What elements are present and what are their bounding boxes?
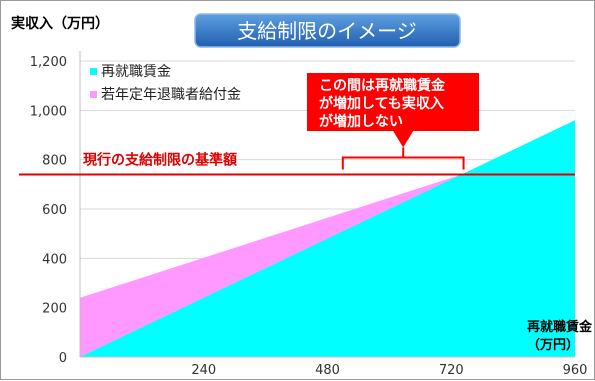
y-tick-label: 1,200 bbox=[30, 55, 67, 70]
range-brace bbox=[341, 147, 465, 170]
legend-swatch bbox=[90, 91, 97, 98]
title-box bbox=[194, 13, 461, 48]
x-axis-unit: （万円） bbox=[527, 337, 579, 353]
legend-label: 再就職賃金 bbox=[101, 64, 171, 80]
area-layer bbox=[80, 120, 575, 357]
x-axis-title: 再就職賃金 bbox=[527, 319, 593, 335]
labels: 現行の支給制限の基準額この間は再就職賃金が増加しても実収入が増加しない再就職賃金… bbox=[11, 13, 593, 353]
x-tick-label: 960 bbox=[563, 363, 588, 378]
x-tick-label: 720 bbox=[439, 363, 464, 378]
area-wage-overlay bbox=[80, 174, 462, 357]
y-tick-label: 800 bbox=[42, 154, 67, 169]
callout-text-line: が増加しても実収入 bbox=[319, 95, 444, 112]
y-tick-label: 0 bbox=[59, 351, 67, 366]
y-axis-title: 実収入（万円） bbox=[11, 15, 109, 32]
axes: 0 200 400 600 800 1,000 1,200 240 480 720 960 bbox=[30, 51, 588, 378]
y-tick-label: 400 bbox=[42, 252, 67, 267]
callout-pointer bbox=[393, 131, 414, 148]
y-tick-label: 600 bbox=[42, 203, 67, 218]
x-tick-label: 240 bbox=[191, 363, 216, 378]
legend-label: 若年定年退職者給付金 bbox=[101, 87, 241, 103]
y-tick-label: 200 bbox=[42, 302, 67, 317]
callout-box bbox=[307, 73, 479, 131]
legend-swatch bbox=[90, 68, 97, 75]
y-tick-label: 1,000 bbox=[30, 104, 67, 119]
callout-text-line: が増加しない bbox=[319, 113, 403, 130]
threshold-label: 現行の支給制限の基準額 bbox=[83, 151, 237, 168]
x-tick-label: 480 bbox=[315, 363, 340, 378]
chart-title: 支給制限のイメージ bbox=[237, 19, 417, 43]
callout-text-line: この間は再就職賃金 bbox=[319, 77, 446, 94]
